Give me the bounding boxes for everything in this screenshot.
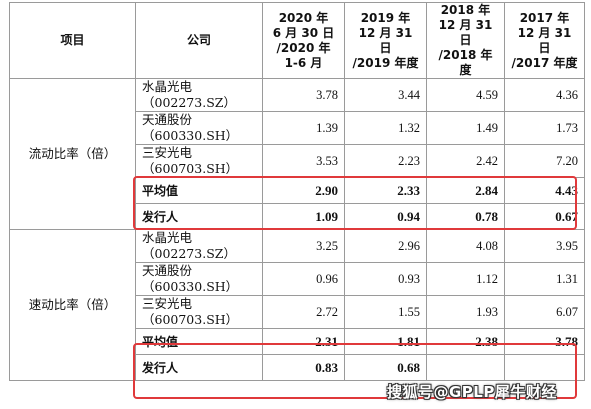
table-row: 天通股份 （600330.SH） 1.39 1.32 1.49 1.73 bbox=[10, 111, 585, 145]
period-date: 12 月 31 日 bbox=[358, 25, 413, 55]
average-label: 平均值 bbox=[135, 328, 263, 355]
header-company: 公司 bbox=[135, 2, 263, 79]
peer-company: 三安光电 （600703.SH） bbox=[135, 295, 263, 329]
issuer-row: 发行人 1.09 0.94 0.78 0.67 bbox=[10, 203, 585, 230]
peer-code: （600330.SH） bbox=[142, 279, 239, 294]
period-range: /2018 年度 bbox=[438, 48, 493, 77]
average-label: 平均值 bbox=[135, 177, 263, 204]
table-row: 三安光电 （600703.SH） 3.53 2.23 2.42 7.20 bbox=[10, 144, 585, 178]
table-cell: 0.83 bbox=[262, 354, 345, 381]
table-cell: 2.33 bbox=[344, 177, 427, 204]
period-date: 12 月 31 日 bbox=[517, 25, 572, 55]
table-cell: 3.53 bbox=[262, 144, 345, 178]
table-cell: 1.39 bbox=[262, 111, 345, 145]
peer-name: 水晶光电 bbox=[142, 230, 193, 245]
table-cell: 7.20 bbox=[504, 144, 585, 178]
metric-current-ratio: 流动比率（倍） bbox=[9, 78, 136, 230]
peer-name: 水晶光电 bbox=[142, 79, 193, 94]
table-cell: 1.12 bbox=[426, 262, 505, 296]
peer-code: （002273.SZ） bbox=[142, 246, 236, 261]
issuer-label: 发行人 bbox=[135, 203, 263, 230]
table-cell: 3.78 bbox=[504, 328, 585, 355]
peer-name: 三安光电 bbox=[142, 145, 193, 160]
peer-company: 天通股份 （600330.SH） bbox=[135, 111, 263, 145]
peer-code: （600330.SH） bbox=[142, 128, 239, 143]
table-cell bbox=[504, 354, 585, 381]
table-cell: 4.08 bbox=[426, 229, 505, 263]
table-cell: 4.36 bbox=[504, 78, 585, 112]
table-cell: 3.25 bbox=[262, 229, 345, 263]
header-period-2019: 2019 年 12 月 31 日 /2019 年度 bbox=[344, 2, 427, 79]
table-cell: 2.42 bbox=[426, 144, 505, 178]
table-cell: 1.31 bbox=[504, 262, 585, 296]
table-cell: 0.68 bbox=[344, 354, 427, 381]
table-row: 三安光电 （600703.SH） 2.72 1.55 1.93 6.07 bbox=[10, 295, 585, 329]
period-range: /2020 年 1-6 月 bbox=[276, 40, 331, 70]
period-date: 6 月 30 日 bbox=[272, 25, 335, 40]
issuer-label: 发行人 bbox=[135, 354, 263, 381]
metric-quick-ratio: 速动比率（倍） bbox=[9, 229, 136, 381]
table-cell: 1.93 bbox=[426, 295, 505, 329]
table-cell: 2.96 bbox=[344, 229, 427, 263]
table-cell: 4.43 bbox=[504, 177, 585, 204]
table-cell: 0.94 bbox=[344, 203, 427, 230]
table-cell: 1.55 bbox=[344, 295, 427, 329]
period-year: 2019 年 bbox=[360, 10, 411, 25]
table-cell: 2.23 bbox=[344, 144, 427, 178]
period-year: 2018 年 bbox=[440, 3, 491, 17]
table-cell: 3.44 bbox=[344, 78, 427, 112]
table-cell: 6.07 bbox=[504, 295, 585, 329]
table-cell: 3.78 bbox=[262, 78, 345, 112]
header-period-2020h1: 2020 年 6 月 30 日 /2020 年 1-6 月 bbox=[262, 2, 345, 79]
peer-name: 三安光电 bbox=[142, 296, 193, 311]
table-row: 速动比率（倍） 水晶光电 （002273.SZ） 3.25 2.96 4.08 … bbox=[9, 229, 585, 381]
period-year: 2017 年 bbox=[519, 10, 570, 25]
table-cell: 0.93 bbox=[344, 262, 427, 296]
table-cell bbox=[426, 354, 505, 381]
table-cell: 2.84 bbox=[426, 177, 505, 204]
table-cell: 0.96 bbox=[262, 262, 345, 296]
peer-code: （600703.SH） bbox=[142, 312, 239, 327]
source-watermark: 搜狐号@GPLP犀牛财经 bbox=[387, 383, 557, 401]
table-row: 流动比率（倍） 水晶光电 （002273.SZ） 3.78 3.44 4.59 … bbox=[9, 78, 585, 230]
table-cell: 1.73 bbox=[504, 111, 585, 145]
period-range: /2019 年度 bbox=[352, 55, 419, 70]
issuer-row: 发行人 0.83 0.68 bbox=[10, 354, 585, 381]
period-date: 12 月 31 日 bbox=[438, 18, 493, 47]
header-row: 项目 公司 2020 年 6 月 30 日 /2020 年 1-6 月 2019… bbox=[9, 2, 585, 79]
peer-company: 天通股份 （600330.SH） bbox=[135, 262, 263, 296]
peer-code: （600703.SH） bbox=[142, 161, 239, 176]
table-cell: 2.31 bbox=[262, 328, 345, 355]
period-range: /2017 年度 bbox=[511, 55, 578, 70]
peer-company: 水晶光电 （002273.SZ） bbox=[135, 229, 263, 263]
peer-code: （002273.SZ） bbox=[142, 95, 236, 110]
peer-company: 水晶光电 （002273.SZ） bbox=[135, 78, 263, 112]
table-cell: 0.78 bbox=[426, 203, 505, 230]
peer-name: 天通股份 bbox=[142, 112, 193, 127]
table-cell: 2.90 bbox=[262, 177, 345, 204]
table-cell: 2.38 bbox=[426, 328, 505, 355]
period-year: 2020 年 bbox=[278, 10, 329, 25]
table-cell: 3.95 bbox=[504, 229, 585, 263]
table-cell: 1.32 bbox=[344, 111, 427, 145]
peer-name: 天通股份 bbox=[142, 263, 193, 278]
header-period-2018: 2018 年 12 月 31 日 /2018 年度 bbox=[426, 2, 505, 79]
peer-company: 三安光电 （600703.SH） bbox=[135, 144, 263, 178]
ratio-comparison-table: 项目 公司 2020 年 6 月 30 日 /2020 年 1-6 月 2019… bbox=[9, 2, 585, 381]
header-item: 项目 bbox=[9, 2, 136, 79]
table-cell: 1.09 bbox=[262, 203, 345, 230]
table-cell: 0.67 bbox=[504, 203, 585, 230]
table-cell: 1.81 bbox=[344, 328, 427, 355]
table-cell: 4.59 bbox=[426, 78, 505, 112]
table-cell: 2.72 bbox=[262, 295, 345, 329]
table-cell: 1.49 bbox=[426, 111, 505, 145]
header-period-2017: 2017 年 12 月 31 日 /2017 年度 bbox=[504, 2, 585, 79]
